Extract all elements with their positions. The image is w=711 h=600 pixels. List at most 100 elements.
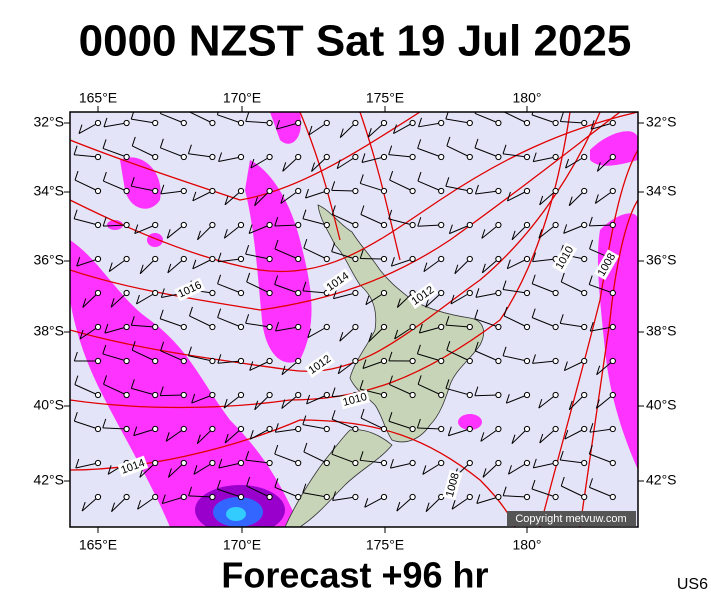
barb-flag (103, 375, 108, 385)
barb-flag (390, 257, 395, 267)
barb-flag (474, 386, 479, 396)
barb-staff (81, 496, 99, 512)
barb-flag (275, 119, 280, 130)
barb-flag (359, 451, 364, 461)
barb-flag (360, 408, 365, 419)
barb-staff (507, 258, 528, 270)
barb-station (323, 493, 330, 501)
wind-barb (505, 391, 531, 404)
barb-staff (474, 318, 499, 328)
wind-barb (418, 117, 445, 128)
barb-flag (167, 263, 172, 274)
barb-staff (74, 420, 99, 430)
barb-station (94, 153, 102, 161)
barb-station (295, 221, 302, 229)
barb-staff (137, 496, 156, 510)
wind-barb (368, 323, 388, 342)
wind-barb (224, 425, 245, 444)
barb-station (323, 459, 330, 467)
barb-station (409, 391, 416, 399)
barb-flag (81, 501, 86, 512)
barb-station (438, 221, 445, 229)
barb-flag (476, 494, 481, 504)
wind-barb (502, 346, 531, 365)
barb-staff (192, 190, 213, 202)
wind-barb (274, 478, 302, 501)
wind-barb (396, 493, 416, 512)
barb-station (94, 221, 102, 229)
barb-staff (445, 185, 470, 192)
wind-barb (160, 341, 187, 365)
barb-station (466, 119, 473, 127)
wind-barb (422, 459, 445, 475)
barb-station (552, 493, 559, 501)
barb-flag (248, 224, 253, 234)
wind-barb (111, 493, 130, 513)
wind-barb (131, 136, 159, 161)
barb-station (581, 425, 588, 433)
barb-flag (511, 230, 516, 240)
barb-staff (482, 258, 499, 274)
wind-barb (481, 221, 502, 239)
barb-station (523, 221, 531, 229)
barb-flag (280, 194, 285, 204)
barb-flag (160, 341, 165, 351)
barb-flag (74, 170, 79, 181)
wind-barb (359, 174, 388, 195)
barb-station (94, 357, 102, 365)
barb-flag (445, 316, 450, 326)
barb-station (352, 255, 359, 263)
wind-barb (165, 425, 187, 442)
barb-station (237, 289, 245, 297)
barb-flag (246, 476, 251, 487)
barb-staff (160, 394, 184, 397)
barb-station (523, 119, 531, 127)
wind-barb (159, 386, 187, 399)
barb-station (352, 289, 359, 297)
barb-staff (446, 349, 471, 362)
barb-staff (367, 122, 385, 138)
barb-staff (131, 324, 156, 328)
barb-flag (245, 314, 250, 324)
barb-staff (245, 253, 270, 260)
barb-staff (475, 292, 499, 298)
barb-flag (246, 272, 251, 283)
barb-station (209, 459, 216, 467)
barb-station (552, 323, 559, 331)
barb-staff (589, 486, 613, 498)
wind-barb (393, 119, 416, 134)
barb-station (409, 187, 416, 195)
barb-station (438, 323, 445, 331)
barb-flag (425, 502, 430, 512)
barb-flag (108, 262, 113, 272)
barb-station (352, 187, 359, 195)
barb-flag (531, 354, 536, 364)
barb-station (123, 119, 130, 127)
barb-flag (104, 323, 109, 334)
barb-flag (102, 344, 107, 355)
barb-flag (588, 275, 593, 285)
barb-staff (331, 189, 356, 192)
barb-station (495, 493, 502, 501)
wind-barb (506, 187, 531, 202)
barb-staff (445, 118, 470, 124)
barb-staff (589, 453, 613, 464)
barb-station (466, 493, 473, 501)
wind-barb (166, 221, 187, 239)
barb-staff (302, 424, 327, 430)
barb-station (523, 323, 531, 331)
barb-station (266, 153, 273, 161)
barb-staff (393, 122, 413, 134)
wind-barb (274, 239, 302, 263)
barb-flag (418, 323, 423, 334)
wind-barb (108, 255, 130, 272)
barb-station (409, 153, 416, 161)
wind-barb (588, 275, 616, 297)
wind-barb (474, 386, 502, 399)
barb-station (323, 153, 330, 161)
wind-barb (568, 391, 588, 411)
wind-barb (223, 391, 245, 409)
wind-barb (331, 181, 359, 195)
wind-barb (75, 458, 102, 469)
wind-barb (365, 289, 388, 306)
